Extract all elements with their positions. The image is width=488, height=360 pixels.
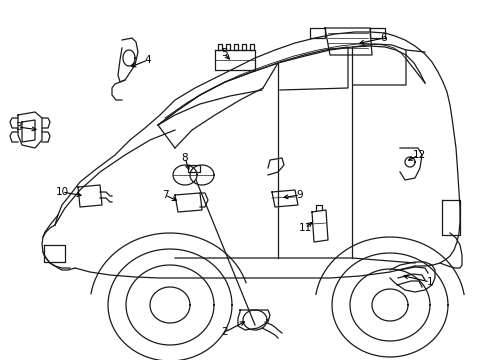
Text: 7: 7 bbox=[162, 190, 168, 200]
Text: 8: 8 bbox=[182, 153, 188, 163]
Text: 6: 6 bbox=[380, 33, 386, 43]
Text: 1: 1 bbox=[426, 277, 432, 287]
Text: 9: 9 bbox=[296, 190, 303, 200]
Text: 3: 3 bbox=[15, 122, 21, 132]
Text: 12: 12 bbox=[411, 150, 425, 160]
Text: 11: 11 bbox=[298, 223, 311, 233]
Text: 4: 4 bbox=[144, 55, 151, 65]
Text: 2: 2 bbox=[221, 327, 228, 337]
Text: 5: 5 bbox=[220, 48, 227, 58]
Text: 10: 10 bbox=[55, 187, 68, 197]
